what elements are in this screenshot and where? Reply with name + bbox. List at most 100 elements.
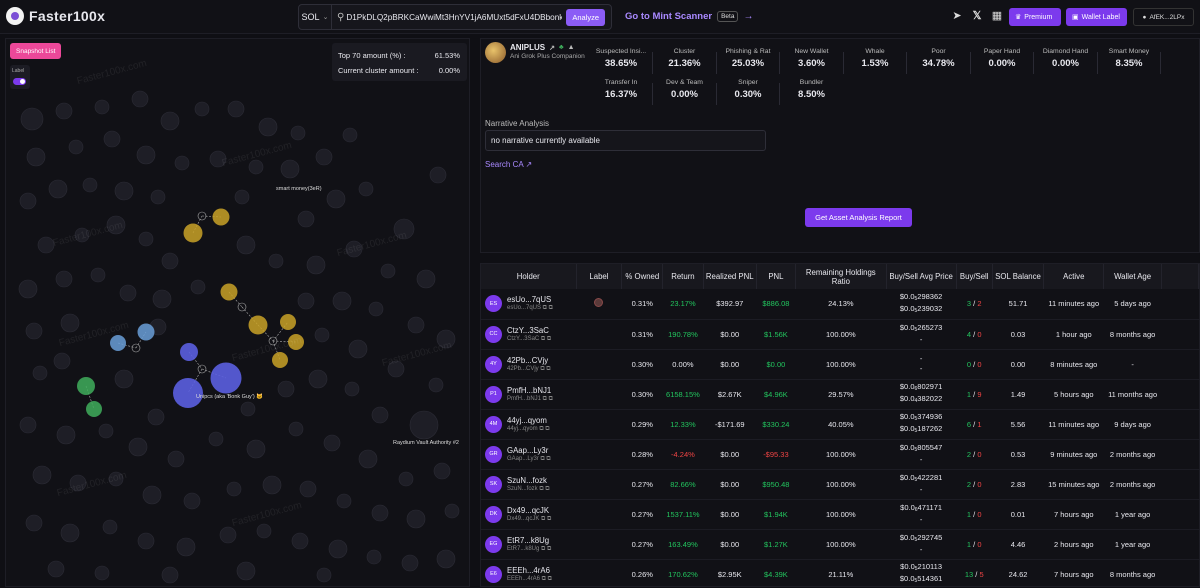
column-header[interactable]: Buy/Sell Avg Price [886,264,957,289]
column-header[interactable]: Buy/Sell [956,264,993,289]
table-row[interactable]: 4Y 42Pb...CVjy 42Pb...CVjy ⧉ ⧉ 0.30% 0.00% $0… [481,349,1199,380]
table-row[interactable]: 4M 44yj...qyom 44yj...qyom ⧉ ⧉ 0.29% 12.33% -… [481,409,1199,440]
bubble-graph[interactable] [6,39,471,588]
account-button[interactable]: ● AfEK...2LPx [1133,8,1194,26]
label-cell [576,499,622,530]
holder-cell[interactable]: P1 PmfH...bNJ1 PmfH...bNJ1 ⧉ ⧉ [481,379,576,410]
return-cell: 6158.15% [662,379,704,410]
column-header[interactable]: Remaining Holdings Ratio [795,264,887,289]
holder-name[interactable]: GAap...Ly3r [507,445,549,455]
holder-cell[interactable]: DK Dx49...qcJK Dx49...qcJK ⧉ ⧉ [481,499,576,530]
x-twitter-icon[interactable]: 𝕏 [972,9,982,22]
holder-bubble[interactable] [280,314,296,330]
ghost-bubble [74,227,90,243]
wallet-label-button[interactable]: ▣ Wallet Label [1066,8,1127,26]
holder-name[interactable]: 44yj...qyom [507,415,547,425]
buy-avg-price: $0.05265273 [899,323,943,333]
holder-cell[interactable]: 4Y 42Pb...CVjy 42Pb...CVjy ⧉ ⧉ [481,349,576,380]
book-icon[interactable]: ▦ [991,9,1003,22]
holder-cell[interactable]: E6 EEEh...4rA6 EEEh...4rA6 ⧉ ⧉ [481,559,576,586]
annotation-smart-money: smart money(3eR) [276,186,322,192]
holder-bubble[interactable] [272,352,288,368]
table-row[interactable]: ES esUo...7qUS esUo...7qUS ⧉ ⧉ 0.31% 23.17% $… [481,289,1199,320]
ghost-bubble [32,465,52,485]
column-header[interactable]: SOL Balance [992,264,1045,289]
realized-pnl-cell: $0.00 [703,319,757,350]
holder-cell[interactable]: SK SzuN...fozk SzuN...fozk ⧉ ⧉ [481,469,576,500]
get-asset-report-button[interactable]: Get Asset Analysis Report [805,208,912,227]
ghost-bubble [219,526,237,544]
ghost-bubble [94,99,110,115]
mint-scanner-link[interactable]: Go to Mint Scanner Beta → [625,11,753,22]
stat-divider [969,52,971,74]
holder-name[interactable]: 42Pb...CVjy [507,355,549,365]
holder-cell[interactable]: GR GAap...Ly3r GAap...Ly3r ⧉ ⧉ [481,439,576,470]
sell-avg-price: $0.05239032 [899,303,943,314]
holder-cell[interactable]: ES esUo...7qUS esUo...7qUS ⧉ ⧉ [481,289,576,320]
analyze-button[interactable]: Analyze [566,9,605,26]
table-row[interactable]: CC CtzY...3SaC CtzY...3SaC ⧉ ⧉ 0.31% 190.78%… [481,319,1199,350]
holder-name[interactable]: SzuN...fozk [507,475,547,485]
holder-name[interactable]: esUo...7qUS [507,295,552,305]
external-link-icon[interactable]: ↗ [549,44,555,52]
holder-bubble[interactable] [86,401,102,417]
table-row[interactable]: DK Dx49...qcJK Dx49...qcJK ⧉ ⧉ 0.27% 1537.11… [481,499,1199,530]
table-row[interactable]: SK SzuN...fozk SzuN...fozk ⧉ ⧉ 0.27% 82.66% $… [481,469,1199,500]
search-ca-link[interactable]: Search CA ↗ [485,160,532,169]
holder-name[interactable]: EtR7...k8Ug [507,535,550,545]
column-header[interactable]: Wallet Age [1103,264,1162,289]
column-header[interactable]: % Owned [621,264,664,289]
pnl-cell: $950.48 [756,469,796,500]
column-header[interactable]: PNL [756,264,796,289]
column-header[interactable]: Holder [481,264,577,289]
ghost-bubble [19,416,37,434]
stat-value: 16.37% [604,89,638,100]
logo[interactable]: Faster100x [6,7,105,25]
snapshot-list-button[interactable]: Snapshot List [10,43,62,59]
column-header[interactable]: Active [1043,264,1105,289]
column-header[interactable]: Return [662,264,704,289]
search-input[interactable] [346,12,563,22]
holder-bubble[interactable] [110,335,126,351]
holder-avatar: P1 [485,385,502,403]
holder-bubble[interactable] [180,343,198,361]
buy-avg-price: $0.06471171 [900,503,943,513]
ghost-bubble [348,339,368,359]
holder-name[interactable]: Dx49...qcJK [507,505,550,515]
holder-name[interactable]: PmfH...bNJ1 [507,385,552,395]
column-header[interactable]: Label [576,264,623,289]
telegram-icon[interactable]: ➤ [952,9,962,22]
holder-bubble[interactable] [248,315,268,335]
premium-button[interactable]: ♛ Premium [1009,8,1061,26]
holder-cell[interactable]: CC CtzY...3SaC CtzY...3SaC ⧉ ⧉ [481,319,576,350]
holder-cell[interactable]: 4M 44yj...qyom 44yj...qyom ⧉ ⧉ [481,409,576,440]
wallet-age-cell: 8 months ago [1103,319,1162,350]
holder-bubble[interactable] [173,378,203,408]
holder-bubble[interactable] [77,377,95,395]
stat-label: Diamond Hand [1042,48,1089,55]
holder-name[interactable]: CtzY...3SaC [507,325,549,335]
stat-label: Suspected Insi... [595,48,647,55]
holder-bubble[interactable] [183,223,203,243]
sell-avg-price: - [919,455,923,464]
table-row[interactable]: GR GAap...Ly3r GAap...Ly3r ⧉ ⧉ 0.28% -4.24% $… [481,439,1199,470]
holder-cell[interactable]: EG EtR7...k8Ug EtR7...k8Ug ⧉ ⧉ [481,529,576,560]
holder-bubble[interactable] [210,362,242,394]
holder-bubble[interactable] [137,323,155,341]
label-toggle[interactable] [13,78,26,85]
holder-bubble[interactable] [212,208,230,226]
holder-bubble[interactable] [288,334,304,350]
remaining-ratio-cell: 40.05% [795,409,887,440]
pnl-cell: $1.94K [756,499,796,530]
ghost-bubble [103,130,121,148]
table-row[interactable]: EG EtR7...k8Ug EtR7...k8Ug ⧉ ⧉ 0.27% 163.49%… [481,529,1199,560]
holder-name[interactable]: EEEh...4rA6 [507,565,550,575]
table-row[interactable]: E6 EEEh...4rA6 EEEh...4rA6 ⧉ ⧉ 0.26% 170.62%… [481,559,1199,586]
cluster-bubbles[interactable] [77,208,304,418]
table-row[interactable]: P1 PmfH...bNJ1 PmfH...bNJ1 ⧉ ⧉ 0.30% 6158.15… [481,379,1199,410]
return-cell: 170.62% [662,559,704,586]
holder-bubble[interactable] [220,283,238,301]
chain-select[interactable]: SOL ⌄ [299,5,332,29]
column-header[interactable]: Realized PNL [703,264,757,289]
label-cell [576,469,622,500]
